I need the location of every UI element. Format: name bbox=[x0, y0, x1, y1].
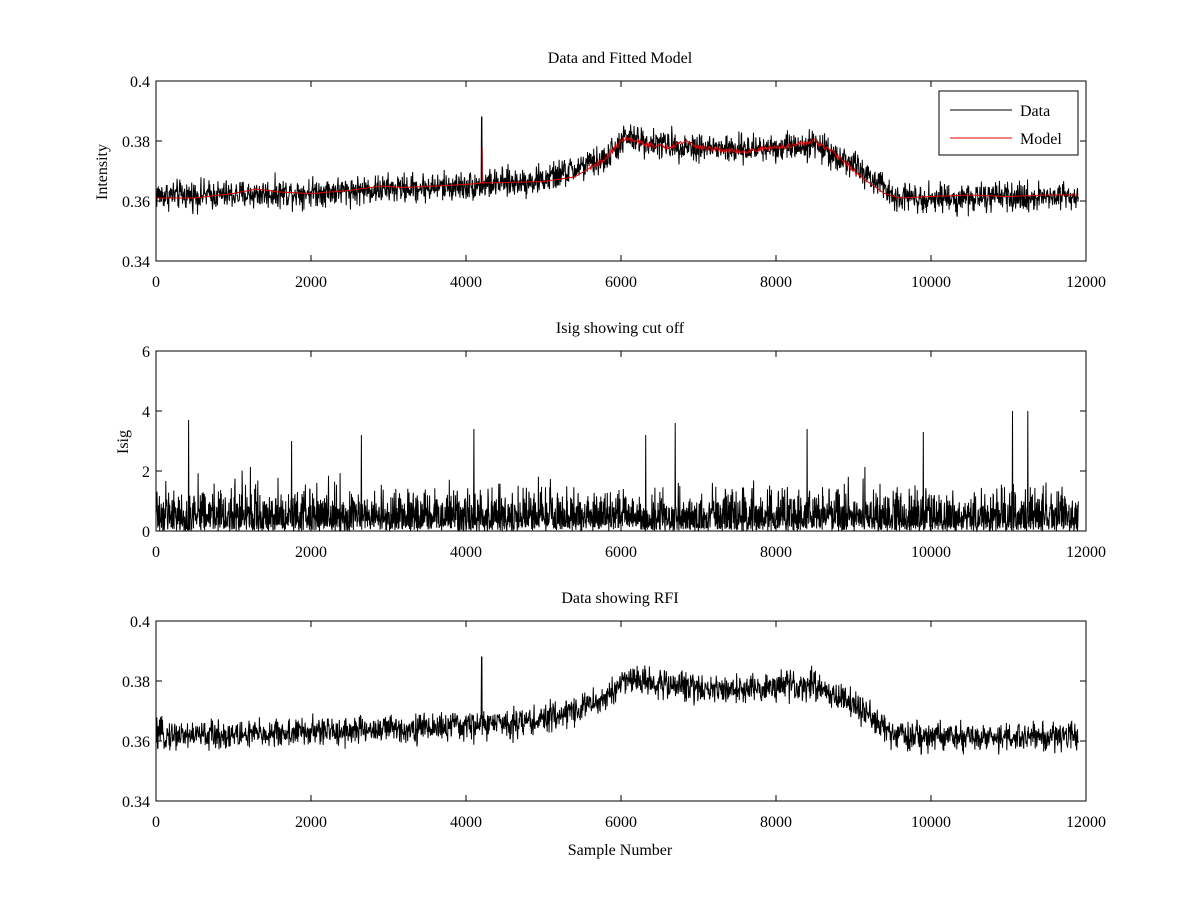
x-tick-label: 6000 bbox=[605, 814, 637, 831]
y-tick-label: 0.38 bbox=[122, 134, 150, 151]
x-tick-label: 0 bbox=[152, 544, 160, 561]
x-tick-label: 0 bbox=[152, 274, 160, 291]
legend-label-data: Data bbox=[1020, 103, 1050, 120]
panel-data-and-fitted-model: Data and Fitted Model Intensity 0 2000 400… bbox=[94, 50, 1106, 291]
x-tick-label: 4000 bbox=[450, 544, 482, 561]
x-tick-label: 12000 bbox=[1066, 274, 1106, 291]
x-tick-label: 8000 bbox=[760, 814, 792, 831]
x-tick-label: 6000 bbox=[605, 544, 637, 561]
x-tick-label: 2000 bbox=[295, 814, 327, 831]
y-axis-label: Isig bbox=[115, 430, 132, 454]
y-tick-label: 0.36 bbox=[122, 194, 150, 211]
x-tick-label: 12000 bbox=[1066, 814, 1106, 831]
x-tick-label: 10000 bbox=[911, 274, 951, 291]
panel-isig-showing-cut-off: Isig showing cut off Isig 0 2000 4000 6000 8… bbox=[115, 320, 1106, 561]
x-axis-label: Sample Number bbox=[568, 842, 673, 859]
tick-layer: 0 2000 4000 6000 8000 10000 12000 0.34 0.36 0.38 0… bbox=[122, 74, 1106, 291]
x-tick-label: 0 bbox=[152, 814, 160, 831]
series-line-data bbox=[155, 656, 1079, 755]
series-line-isig bbox=[155, 410, 1079, 533]
series-line-model bbox=[156, 135, 1079, 199]
plot-frame bbox=[155, 80, 1087, 262]
legend-label-model: Model bbox=[1020, 131, 1062, 148]
y-tick-label: 2 bbox=[142, 464, 150, 481]
tick-layer: 0 2000 4000 6000 8000 10000 12000 0 2 4 6 bbox=[142, 344, 1106, 561]
y-tick-label: 6 bbox=[142, 344, 150, 361]
y-tick-label: 0.36 bbox=[122, 734, 150, 751]
x-tick-label: 2000 bbox=[295, 544, 327, 561]
panel-title: Data and Fitted Model bbox=[548, 50, 693, 67]
x-tick-label: 6000 bbox=[605, 274, 637, 291]
panel-title: Data showing RFI bbox=[561, 590, 678, 607]
x-tick-label: 2000 bbox=[295, 274, 327, 291]
x-tick-label: 10000 bbox=[911, 544, 951, 561]
series-line-data bbox=[155, 116, 1079, 217]
panel-data-showing-rfi: Data showing RFI Sample Number 0 2000 4000… bbox=[122, 590, 1106, 859]
x-tick-label: 10000 bbox=[911, 814, 951, 831]
legend-box bbox=[938, 90, 1079, 156]
plot-frame bbox=[155, 350, 1087, 532]
y-tick-label: 0 bbox=[142, 524, 150, 541]
series-layer bbox=[155, 410, 1079, 533]
x-tick-label: 8000 bbox=[760, 544, 792, 561]
legend: Data Model bbox=[938, 90, 1079, 156]
y-tick-label: 0.4 bbox=[130, 74, 150, 91]
plot-frame bbox=[155, 620, 1087, 802]
y-tick-label: 0.34 bbox=[122, 254, 150, 271]
x-tick-label: 8000 bbox=[760, 274, 792, 291]
x-tick-label: 4000 bbox=[450, 814, 482, 831]
series-layer bbox=[155, 656, 1079, 755]
y-tick-label: 0.4 bbox=[130, 614, 150, 631]
x-tick-label: 4000 bbox=[450, 274, 482, 291]
y-tick-label: 0.34 bbox=[122, 794, 150, 811]
y-tick-label: 4 bbox=[142, 404, 150, 421]
y-tick-label: 0.38 bbox=[122, 674, 150, 691]
panel-title: Isig showing cut off bbox=[556, 320, 685, 337]
y-axis-label: Intensity bbox=[94, 144, 111, 200]
series-layer bbox=[155, 116, 1079, 217]
x-tick-label: 12000 bbox=[1066, 544, 1106, 561]
